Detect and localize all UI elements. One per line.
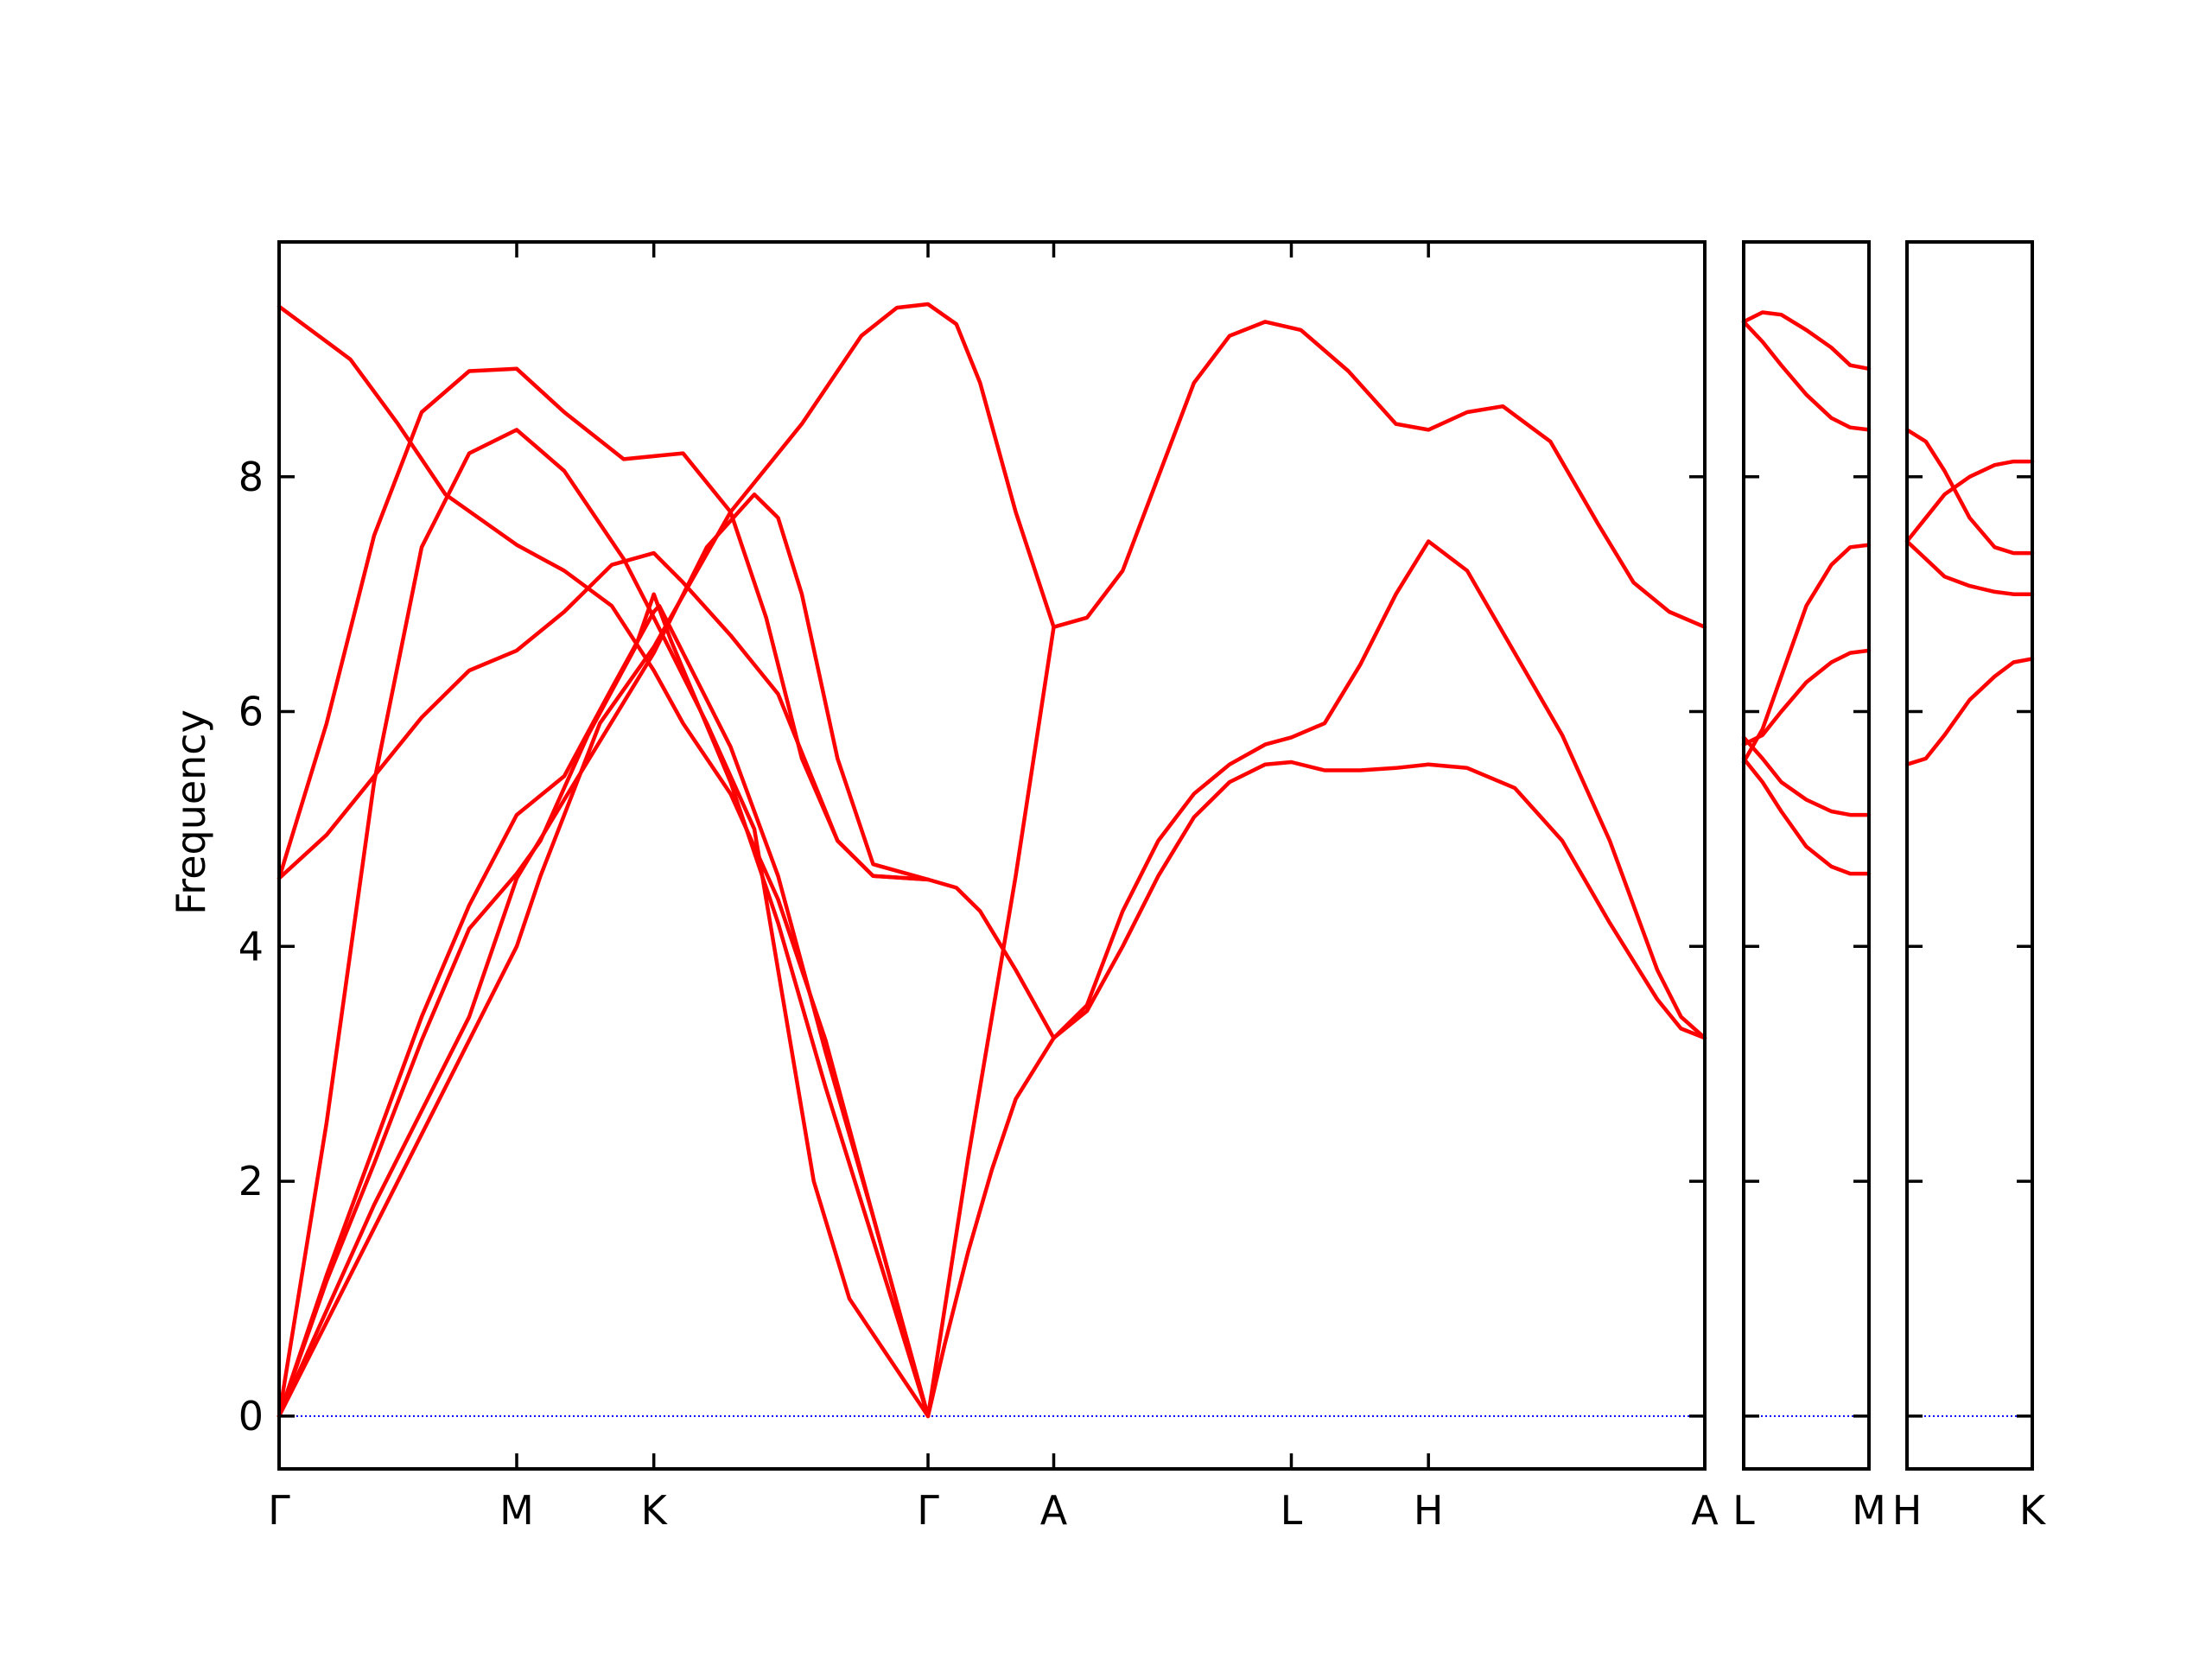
band-line-main-12 — [1052, 320, 1707, 629]
band-line-main-9 — [925, 877, 1056, 1040]
x-tick-label-H-K-0: H — [1892, 1487, 1923, 1534]
x-tick-label-main-7: A — [1691, 1487, 1719, 1534]
band-line-L-M-4 — [1741, 648, 1872, 747]
band-line-main-13 — [1052, 539, 1707, 1040]
y-tick-label: 4 — [238, 923, 264, 969]
band-line-H-K-2 — [1904, 459, 2035, 543]
x-tick-label-H-K-1: K — [2019, 1487, 2047, 1534]
panel-frame — [1742, 240, 1871, 1471]
band-line-L-M-6 — [1741, 756, 1872, 876]
x-tick-label-L-M-1: M — [1852, 1487, 1886, 1534]
band-line-H-K-4 — [1904, 657, 2035, 766]
x-tick-label-main-2: K — [641, 1487, 669, 1534]
band-line-main-6 — [276, 304, 931, 1419]
x-tick-label-main-3: Γ — [917, 1487, 939, 1534]
band-line-main-5 — [276, 550, 931, 882]
band-line-L-M-1 — [1741, 310, 1872, 372]
panel-frame — [1905, 240, 2034, 1471]
x-tick-label-main-0: Γ — [268, 1487, 290, 1534]
band-line-main-10 — [925, 1036, 1056, 1419]
y-tick-label: 0 — [238, 1393, 264, 1440]
band-line-main-4 — [276, 366, 931, 882]
band-line-H-K-3 — [1904, 539, 2035, 596]
x-tick-label-main-1: M — [499, 1487, 534, 1534]
band-line-L-M-5 — [1741, 735, 1872, 817]
band-line-L-M-3 — [1741, 543, 1872, 765]
band-line-main-3 — [276, 428, 931, 1419]
y-tick-label: 2 — [238, 1158, 264, 1205]
x-tick-label-main-4: A — [1040, 1487, 1068, 1534]
band-line-L-M-2 — [1741, 320, 1872, 432]
y-tick-label: 6 — [238, 689, 264, 735]
x-tick-label-L-M-0: L — [1732, 1487, 1755, 1534]
panel-frame — [277, 240, 1707, 1471]
x-tick-label-main-6: H — [1414, 1487, 1444, 1534]
y-axis-title: Frequency — [168, 709, 214, 915]
band-line-H-K-1 — [1904, 428, 2035, 556]
band-line-main-14 — [1052, 760, 1707, 1040]
y-tick-label: 8 — [238, 454, 264, 500]
band-line-main-8 — [276, 302, 1056, 1419]
x-tick-label-main-5: L — [1281, 1487, 1303, 1534]
panel-main: 0 2 4 6 8 Γ M K Γ A L H A — [238, 240, 1719, 1534]
band-line-main-7 — [276, 492, 931, 1419]
band-line-main-11 — [925, 625, 1056, 1419]
